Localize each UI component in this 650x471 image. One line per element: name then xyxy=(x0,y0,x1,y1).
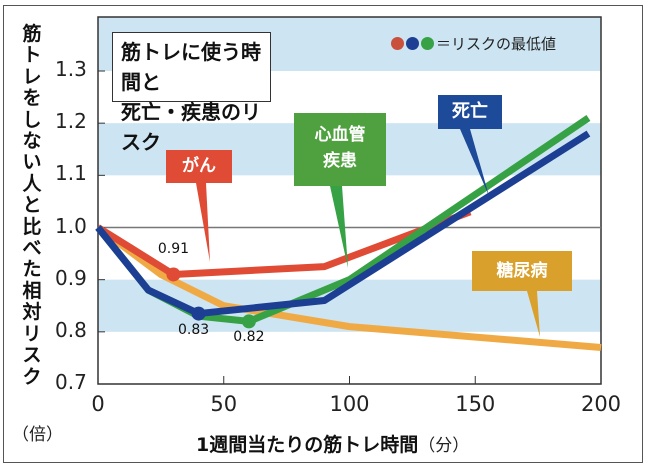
x-tick-label: 200 xyxy=(580,392,622,416)
callout-pointers xyxy=(196,129,540,337)
y-axis-title-char: べ xyxy=(22,237,42,260)
min-point-0 xyxy=(166,267,181,282)
callout-pointer-0 xyxy=(196,183,210,262)
y-axis-title-char: リ xyxy=(22,322,42,345)
legend-dot-green-icon xyxy=(421,37,434,50)
legend: ＝リスクの最低値 xyxy=(391,33,556,54)
series-line-0 xyxy=(96,208,472,278)
callout-death: 死亡 xyxy=(438,95,502,129)
y-tick-label: 1.1 xyxy=(55,161,87,186)
y-axis-title-char: い xyxy=(22,151,42,174)
min-point-label: 0.83 xyxy=(178,321,210,338)
y-axis-title-char: ト xyxy=(22,44,42,67)
callout-cancer: がん xyxy=(166,150,232,183)
y-axis-title-char: 筋 xyxy=(22,23,42,45)
y-axis-title-char: な xyxy=(22,130,42,153)
chart-title-line-2: 死亡・疾患のリスク xyxy=(121,100,261,154)
min-point-label: 0.91 xyxy=(157,241,190,258)
callout-diabetes: 糖尿病 xyxy=(472,251,572,291)
y-axis-title-char: 相 xyxy=(22,279,42,302)
y-axis-title-char: ク xyxy=(22,365,42,388)
x-axis-title-text: 1週間当たりの筋トレ時間 xyxy=(196,434,419,456)
y-tick-label: 0.8 xyxy=(55,317,87,342)
y-axis-title: 筋トレをしない人と比べた相対リスク xyxy=(20,23,44,388)
min-point-1 xyxy=(241,314,256,329)
x-tick-label: 0 xyxy=(91,392,105,416)
callout-pointer-2 xyxy=(460,129,489,196)
series-line-3 xyxy=(95,224,602,351)
y-axis-title-char: レ xyxy=(22,65,42,88)
axes xyxy=(97,16,602,385)
y-axis-title-char: と xyxy=(22,194,42,217)
min-points xyxy=(166,267,256,329)
x-axis-title: 1週間当たりの筋トレ時間（分） xyxy=(196,430,469,457)
chart-title-line-1: 筋トレに使う時間と xyxy=(121,40,261,94)
y-tick-label: 1.2 xyxy=(55,109,87,134)
min-point-label: 0.82 xyxy=(233,329,265,346)
callout-cardiovascular-line-1: 心血管 xyxy=(314,125,366,145)
y-axis-title-char: た xyxy=(22,258,42,281)
y-tick-label: 1.0 xyxy=(55,213,87,238)
callout-pointer-1 xyxy=(330,186,348,268)
y-axis-title-char: を xyxy=(22,87,42,110)
legend-note: ＝リスクの最低値 xyxy=(436,35,557,53)
callout-cardiovascular: 心血管 疾患 xyxy=(294,113,386,186)
y-tick-label: 0.9 xyxy=(55,265,87,290)
y-axis-title-char: 対 xyxy=(22,301,42,324)
x-axis-unit: （分） xyxy=(418,436,470,456)
y-axis-title-char: 比 xyxy=(22,215,42,238)
y-axis-title-char: 人 xyxy=(22,172,42,195)
chart-title: 筋トレに使う時間と 死亡・疾患のリスク xyxy=(112,32,271,154)
y-tick-label: 1.3 xyxy=(55,57,87,81)
y-axis-title-char: ス xyxy=(22,344,42,367)
min-point-2 xyxy=(191,306,206,321)
callout-cardiovascular-line-2: 疾患 xyxy=(323,151,357,171)
x-tick-label: 150 xyxy=(455,392,496,416)
callout-pointer-3 xyxy=(527,291,540,337)
x-tick-label: 100 xyxy=(329,392,370,416)
legend-dot-blue-icon xyxy=(406,37,419,50)
y-axis-unit: （倍） xyxy=(12,425,63,445)
y-axis-title-char: し xyxy=(22,108,42,131)
y-tick-label: 0.7 xyxy=(55,370,87,394)
legend-dot-red-icon xyxy=(391,37,404,50)
x-tick-label: 50 xyxy=(210,392,238,416)
